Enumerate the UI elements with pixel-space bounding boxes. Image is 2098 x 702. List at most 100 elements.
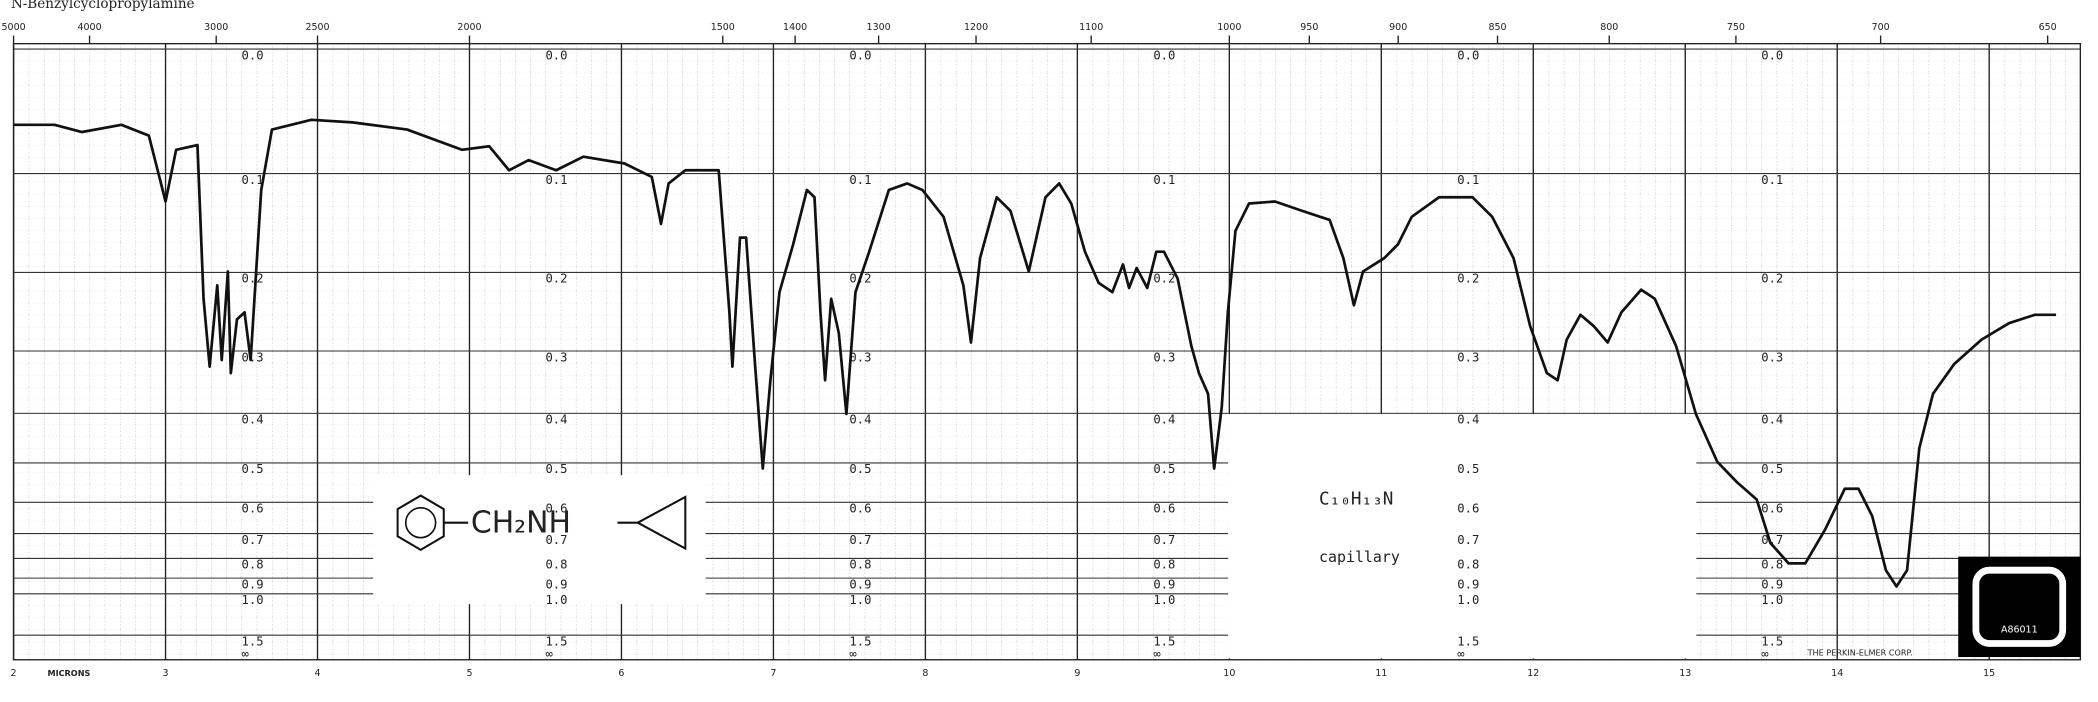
x-tick-label: 15 [1983,668,1995,679]
y-tick-label: 0.6 [242,502,264,516]
y-tick-label: 0.9 [242,577,264,591]
x-tick-label: 3 [163,668,169,679]
y-tick-label: 0.5 [1457,462,1479,476]
y-tick-label: 0.5 [545,462,567,476]
sample-box [1228,414,1697,659]
y-tick-label: 1.5 [545,634,567,648]
y-tick-label: 0.0 [1457,48,1479,62]
y-tick-label: 0.7 [849,533,871,547]
y-tick-label: 0.5 [1153,462,1175,476]
y-tick-label: 0.1 [242,173,264,187]
y-tick-label: 0.4 [1153,413,1175,427]
x-tick-label: 5 [466,668,472,679]
y-tick-label: 1.0 [1153,593,1175,607]
x2-tick-label: 750 [1727,22,1745,33]
spectrum-line [13,118,2057,588]
y-tick-label: 0.6 [1761,502,1783,516]
y-tick-label: 1.0 [1761,593,1783,607]
y-tick-label: 0.6 [1153,502,1175,516]
y-tick-label: 0.7 [1761,533,1783,547]
y-tick-label: 0.9 [1457,577,1479,591]
y-tick-label: 0.1 [1457,173,1479,187]
y-tick-label: 1.0 [242,593,264,607]
y-tick-label: 0.8 [849,558,871,572]
y-bottom-label: ∞ [1761,647,1768,661]
y-tick-label: 1.5 [242,634,264,648]
y-tick-label: 1.0 [545,593,567,607]
y-tick-label: 1.5 [1761,634,1783,648]
structure-group: CH₂NH [471,506,571,541]
x2-tick-label: 4000 [77,22,101,33]
y-tick-label: 0.3 [545,350,567,364]
x-tick-label: 6 [618,668,624,679]
y-tick-label: 1.0 [849,593,871,607]
y-tick-label: 0.4 [849,413,871,427]
y-tick-label: 0.0 [242,48,264,62]
y-tick-label: 0.6 [1457,502,1479,516]
plot-frame [12,42,2082,661]
y-tick-label: 0.0 [849,48,871,62]
x-tick-label: 10 [1223,668,1235,679]
y-tick-label: 1.5 [1153,634,1175,648]
y-tick-label: 0.2 [242,272,264,286]
y-tick-label: 0.3 [1457,350,1479,364]
y-tick-label: 0.9 [545,577,567,591]
logo-mark [1972,566,2067,647]
x2-tick-label: 800 [1600,22,1618,33]
x-tick-label: 12 [1527,668,1539,679]
x2-tick-label: 1500 [711,22,735,33]
y-tick-label: 0.1 [1761,173,1783,187]
y-tick-label: 0.7 [1457,533,1479,547]
y-tick-label: 0.8 [1761,558,1783,572]
y-bottom-label: ∞ [1153,647,1160,661]
x2-tick-label: 5000 [2,22,26,33]
x2-tick-label: 2000 [457,22,481,33]
x2-tick-label: 950 [1300,22,1318,33]
y-tick-label: 0.6 [545,502,567,516]
x2-tick-label: 700 [1872,22,1890,33]
x2-tick-label: 1000 [1217,22,1241,33]
x2-tick-label: 1100 [1079,22,1103,33]
y-tick-label: 0.0 [545,48,567,62]
y-tick-label: 0.5 [242,462,264,476]
y-tick-label: 1.0 [1457,593,1479,607]
aromatic-circle [404,506,437,539]
y-tick-label: 0.4 [242,413,264,427]
y-tick-label: 0.8 [1457,558,1479,572]
y-tick-label: 0.9 [849,577,871,591]
logo-code: A86011 [2001,624,2038,635]
y-tick-label: 0.8 [242,558,264,572]
x2-tick-label: 1300 [867,22,891,33]
x-tick-label: 11 [1375,668,1387,679]
y-tick-label: 0.9 [1153,577,1175,591]
y-tick-label: 0.3 [1153,350,1175,364]
x2-tick-label: 650 [2039,22,2057,33]
y-tick-label: 0.8 [1153,558,1175,572]
cyclopropyl-ring [635,495,687,551]
x-tick-label: 7 [770,668,776,679]
y-tick-label: 0.5 [1761,462,1783,476]
chart-title: N-Benzylcyclopropylamine [11,0,195,12]
x-tick-label: 8 [922,668,928,679]
y-tick-label: 1.5 [849,634,871,648]
x2-tick-label: 3000 [204,22,228,33]
y-tick-label: 0.8 [545,558,567,572]
y-tick-label: 0.3 [1761,350,1783,364]
y-bottom-label: ∞ [545,647,552,661]
y-tick-label: 0.1 [545,173,567,187]
y-tick-label: 0.2 [1457,272,1479,286]
y-tick-label: 0.4 [545,413,567,427]
y-tick-label: 0.7 [1153,533,1175,547]
x-tick-label: 13 [1679,668,1691,679]
x2-tick-label: 900 [1389,22,1407,33]
maker: THE PERKIN-ELMER CORP. [1807,647,1913,657]
y-bottom-label: ∞ [242,647,249,661]
x-tick-label: 2 [11,668,17,679]
x2-tick-label: 2500 [305,22,329,33]
x2-tick-label: 1400 [783,22,807,33]
y-bottom-label: ∞ [849,647,856,661]
x2-tick-label: 1200 [964,22,988,33]
formula: C₁₀H₁₃N [1319,490,1393,510]
y-tick-label: 0.1 [849,173,871,187]
